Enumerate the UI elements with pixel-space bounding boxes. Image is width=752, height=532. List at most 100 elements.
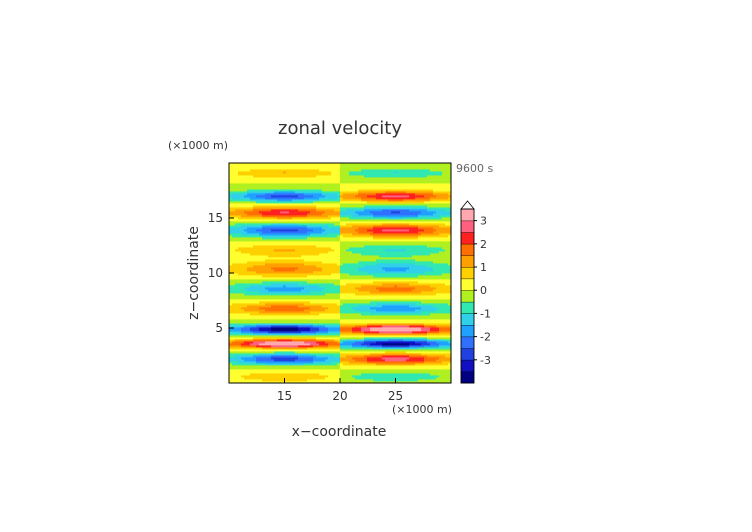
heatmap-cell [289,251,293,254]
heatmap-cell [373,345,377,348]
heatmap-cell [430,371,434,374]
heatmap-cell [400,361,404,364]
heatmap-cell [382,311,386,314]
heatmap-cell [346,253,350,256]
heatmap-cell [436,293,440,296]
heatmap-cell [262,341,266,344]
heatmap-cell [235,275,239,278]
heatmap-cell [349,355,353,358]
heatmap-cell [325,343,329,346]
heatmap-cell [328,347,332,350]
heatmap-cell [343,319,347,322]
heatmap-cell [430,275,434,278]
heatmap-cell [409,371,413,374]
heatmap-cell [394,283,398,286]
heatmap-cell [415,317,419,320]
heatmap-cell [406,309,410,312]
heatmap-cell [400,283,404,286]
heatmap-cell [256,293,260,296]
heatmap-cell [229,307,233,310]
heatmap-cell [235,339,239,342]
heatmap-cell [310,263,314,266]
heatmap-cell [271,323,275,326]
heatmap-cell [268,341,272,344]
heatmap-cell [250,373,254,376]
heatmap-cell [427,297,431,300]
heatmap-cell [445,367,449,370]
heatmap-cell [385,253,389,256]
heatmap-cell [331,267,335,270]
heatmap-cell [301,261,305,264]
heatmap-cell [319,379,323,382]
heatmap-cell [241,381,245,383]
heatmap-cell [265,293,269,296]
heatmap-cell [247,271,251,274]
heatmap-cell [430,375,434,378]
heatmap-cell [391,281,395,284]
heatmap-cell [274,335,278,338]
heatmap-cell [409,369,413,372]
heatmap-cell [379,299,383,302]
heatmap-cell [364,349,368,352]
heatmap-cell [235,263,239,266]
heatmap-cell [295,311,299,314]
heatmap-cell [382,251,386,254]
heatmap-cell [241,287,245,290]
heatmap-cell [382,255,386,258]
heatmap-cell [310,311,314,314]
heatmap-cell [358,313,362,316]
heatmap-cell [256,327,260,330]
heatmap-cell [289,377,293,380]
heatmap-cell [235,255,239,258]
heatmap-cell [229,255,233,258]
heatmap-cell [367,353,371,356]
heatmap-cell [271,259,275,262]
heatmap-cell [448,337,451,340]
heatmap-cell [385,353,389,356]
heatmap-cell [436,267,440,270]
heatmap-cell [418,313,422,316]
heatmap-cell [388,325,392,328]
heatmap-cell [301,373,305,376]
heatmap-cell [361,331,365,334]
heatmap-cell [379,279,383,282]
heatmap-cell [313,347,317,350]
heatmap-cell [310,291,314,294]
heatmap-cell [445,321,449,324]
heatmap-cell [307,251,311,254]
heatmap-cell [421,327,425,330]
heatmap-cell [331,343,335,346]
heatmap-cell [319,321,323,324]
heatmap-cell [322,293,326,296]
heatmap-cell [382,275,386,278]
heatmap-cell [415,289,419,292]
heatmap-cell [265,327,269,330]
heatmap-cell [256,267,260,270]
heatmap-cell [298,293,302,296]
heatmap-cell [238,369,242,372]
heatmap-cell [313,273,317,276]
heatmap-cell [379,341,383,344]
heatmap-cell [277,355,281,358]
heatmap-cell [352,277,356,280]
heatmap-cell [349,259,353,262]
heatmap-cell [445,365,449,368]
heatmap-cell [274,293,278,296]
heatmap-cell [325,251,329,254]
heatmap-cell [268,253,272,256]
heatmap-cell [394,275,398,278]
heatmap-cell [397,337,401,340]
heatmap-cell [256,333,260,336]
heatmap-cell [316,337,320,340]
heatmap-cell [406,377,410,380]
heatmap-cell [382,315,386,318]
heatmap-cell [361,337,365,340]
heatmap-cell [388,371,392,374]
heatmap-cell [229,343,233,346]
heatmap-cell [436,321,440,324]
heatmap-cell [325,321,329,324]
heatmap-cell [376,259,380,262]
heatmap-cell [442,287,446,290]
heatmap-cell [262,361,266,364]
heatmap-cell [298,297,302,300]
